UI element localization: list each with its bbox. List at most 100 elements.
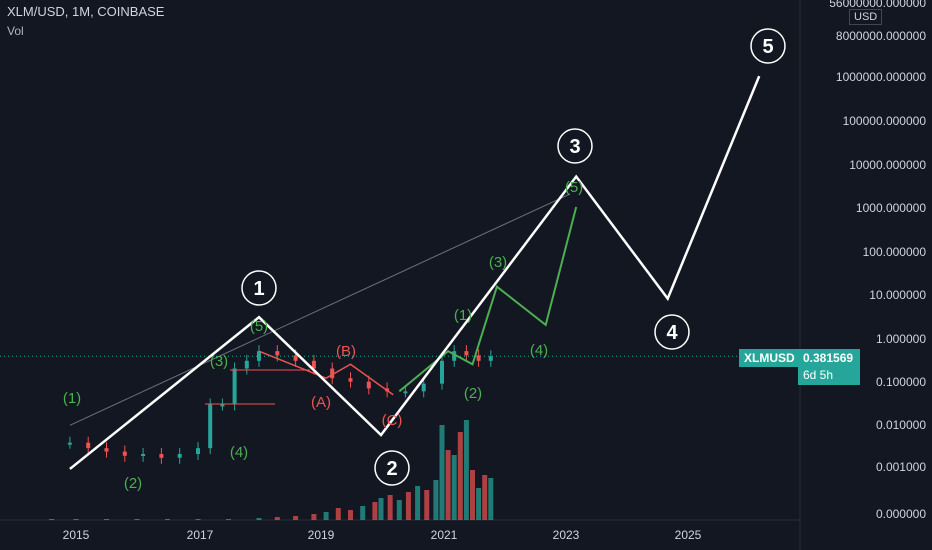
- candle-body: [421, 383, 426, 392]
- volume-bar: [293, 516, 299, 520]
- bar-countdown: 6d 5h: [803, 368, 834, 382]
- volume-bar: [482, 475, 488, 520]
- volume-bar: [451, 455, 457, 520]
- minor-wave-label: (1): [454, 307, 472, 324]
- candle-body: [403, 391, 408, 394]
- candle-body: [348, 378, 353, 382]
- minor-wave-label: (2): [124, 475, 142, 492]
- time-tick-label: 2019: [307, 528, 335, 542]
- wave-4-label: 4: [666, 322, 678, 344]
- wave-2-label: 2: [386, 458, 397, 480]
- price-tick-label: 0.001000: [875, 460, 926, 474]
- volume-bar: [463, 420, 469, 520]
- price-tick-label: 1000.000000: [855, 201, 926, 215]
- price-tick-label: 100.000000: [862, 245, 926, 259]
- price-tick-label: 10000.000000: [849, 158, 926, 172]
- time-tick-label: 2023: [552, 528, 580, 542]
- volume-bar: [335, 508, 341, 520]
- volume-bar: [348, 510, 353, 520]
- volume-bar: [134, 519, 140, 520]
- price-tick-label: 0.000000: [875, 507, 926, 521]
- volume-bar: [488, 478, 494, 520]
- correction-path: [258, 350, 394, 396]
- wave-3-circle: [557, 128, 593, 164]
- price-tick-label: 0.010000: [875, 418, 926, 432]
- candle-body: [464, 351, 469, 356]
- candle-body: [141, 454, 146, 457]
- correction-label: (B): [336, 343, 356, 360]
- volume-bar: [424, 490, 430, 520]
- minor-wave-label: (3): [210, 353, 228, 370]
- candle-body: [476, 355, 481, 361]
- wave-5-label: 5: [762, 36, 773, 58]
- volume-bar: [387, 495, 393, 520]
- volume-bar: [470, 470, 475, 520]
- volume-bar: [457, 432, 463, 520]
- candle-body: [244, 360, 249, 369]
- wave-4-circle: [654, 314, 690, 350]
- correction-label: (A): [311, 394, 331, 411]
- volume-bar: [226, 519, 231, 520]
- volume-bar: [73, 519, 79, 520]
- price-tick-label: 1.000000: [875, 332, 926, 346]
- volume-bar: [439, 425, 445, 520]
- volume-label: Vol: [7, 24, 24, 38]
- candle-body: [220, 404, 225, 407]
- candle-body: [122, 451, 127, 456]
- minor-wave-label: (1): [63, 390, 81, 407]
- volume-bar: [104, 519, 109, 520]
- volume-bar: [165, 519, 170, 520]
- candle-body: [293, 355, 298, 361]
- candle-body: [366, 381, 371, 389]
- symbol-price-badge: XLMUSD: [739, 349, 800, 367]
- volume-bar: [323, 512, 329, 520]
- price-tick-label: 0.100000: [875, 375, 926, 389]
- currency-button[interactable]: USD: [849, 9, 883, 25]
- volume-bar: [49, 519, 55, 520]
- volume-bar: [360, 506, 366, 520]
- candle-body: [440, 360, 444, 384]
- time-tick-label: 2025: [674, 528, 702, 542]
- minor-wave-label: (5): [250, 318, 268, 335]
- minor-wave-label: (4): [230, 444, 248, 461]
- minor-wave-label: (3): [489, 254, 507, 271]
- major-wave-path: [69, 75, 761, 470]
- volume-bar: [405, 492, 411, 520]
- volume-bar: [378, 498, 384, 520]
- volume-bar: [396, 500, 402, 520]
- candle-body: [311, 360, 316, 369]
- candle-body: [330, 368, 335, 379]
- time-tick-label: 2015: [62, 528, 90, 542]
- last-price-value: 0.381569: [803, 351, 854, 365]
- volume-bar: [415, 486, 421, 520]
- trend-line: [69, 193, 571, 426]
- wave-3-label: 3: [569, 136, 580, 158]
- wave-2-circle: [374, 450, 410, 486]
- volume-bar: [311, 514, 317, 520]
- price-tick-label: 100000.000000: [842, 114, 926, 128]
- price-tick-label: 10.000000: [869, 288, 926, 302]
- candle-body: [275, 351, 280, 356]
- time-tick-label: 2017: [186, 528, 214, 542]
- volume-bar: [445, 450, 451, 520]
- volume-bar: [476, 488, 482, 520]
- candle-body: [232, 368, 237, 405]
- last-price-badge: 0.381569 6d 5h: [798, 349, 860, 385]
- volume-bar: [274, 517, 280, 520]
- correction-label: (C): [382, 412, 403, 429]
- price-tick-label: 8000000.000000: [835, 29, 926, 43]
- candle-body: [67, 442, 72, 445]
- volume-bar: [256, 518, 262, 520]
- wave-1-circle: [241, 270, 277, 306]
- price-tick-label: 1000000.000000: [835, 70, 926, 84]
- volume-bar: [372, 502, 378, 520]
- minor-wave-label: (2): [464, 385, 482, 402]
- wave-5-circle: [750, 28, 786, 64]
- candle-body: [208, 404, 213, 449]
- minor-wave-label: (5): [565, 179, 583, 196]
- volume-bar: [195, 519, 201, 520]
- candle-body: [488, 356, 493, 361]
- price-tick-label: 56000000.000000: [829, 0, 926, 10]
